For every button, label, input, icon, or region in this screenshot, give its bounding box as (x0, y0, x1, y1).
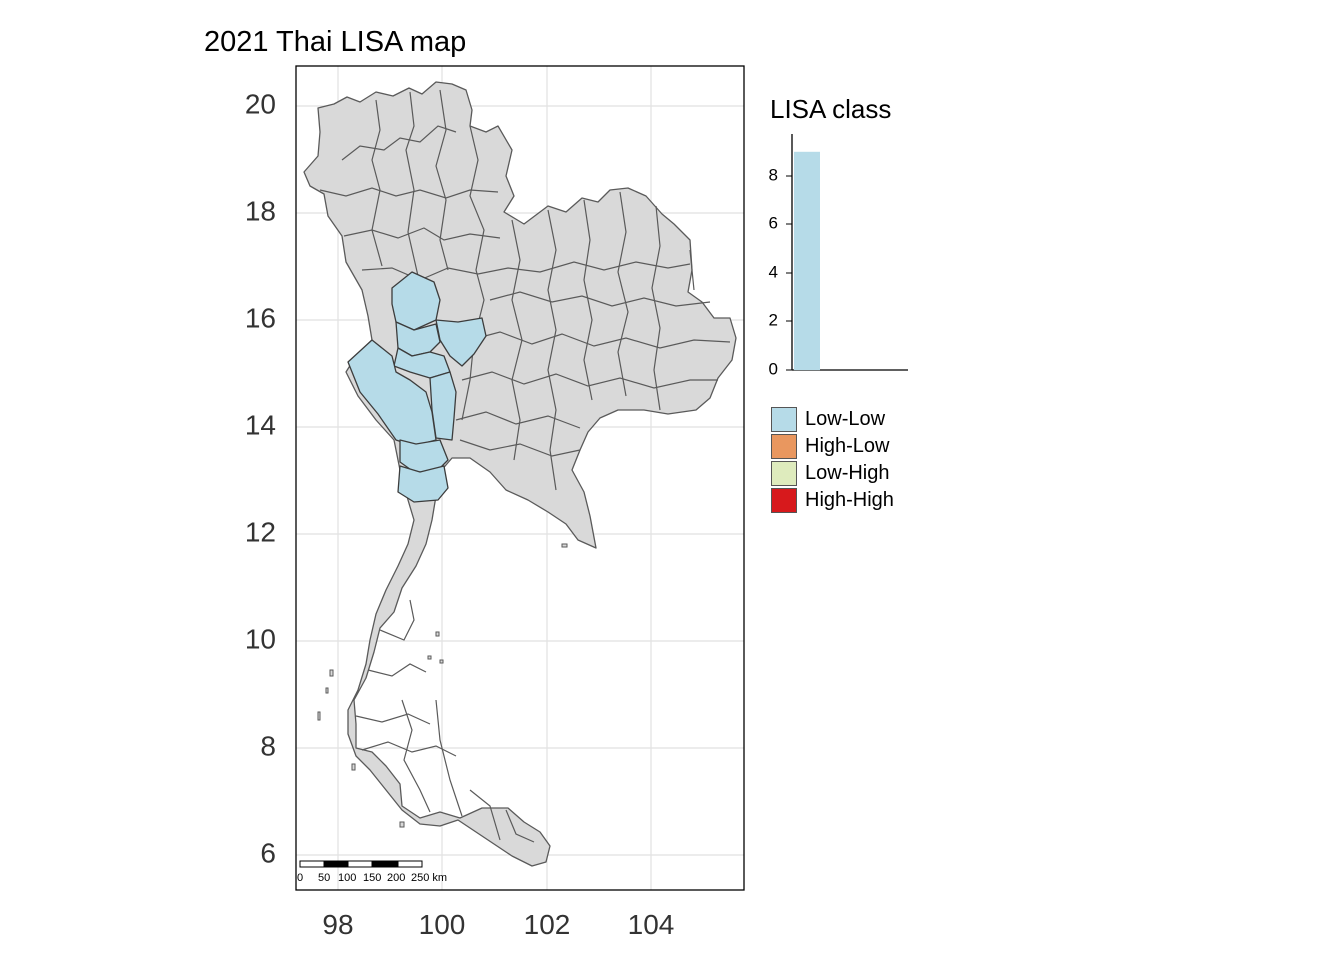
map-y-axis: 20 18 16 14 12 10 8 6 (245, 88, 276, 868)
scale-bar-label: 100 (338, 872, 356, 884)
histogram-bar-low-low (794, 151, 820, 371)
x-tick-label: 98 (322, 909, 353, 940)
province-borders (319, 89, 731, 843)
legend-swatch (771, 461, 797, 486)
y-tick-label: 8 (260, 730, 276, 761)
scale-bar: 0 50 100 150 200 250 km (297, 860, 447, 884)
histogram-tick: 8 (769, 165, 778, 184)
legend-label: High-High (805, 489, 894, 511)
histogram-tick: 6 (769, 213, 778, 232)
histogram-tick: 4 (769, 262, 778, 281)
map-x-axis: 98 100 102 104 (322, 909, 674, 940)
scale-bar-label: 200 (387, 872, 405, 884)
legend-item-low-low: Low-Low (771, 406, 894, 433)
y-tick-label: 6 (260, 837, 276, 868)
y-tick-label: 14 (245, 409, 276, 440)
islands (317, 543, 568, 828)
y-tick-label: 10 (245, 623, 276, 654)
legend-histogram: 0 2 4 6 8 (769, 134, 908, 378)
histogram-tick: 0 (769, 359, 778, 378)
low-low-cluster (347, 271, 487, 503)
x-tick-label: 100 (419, 909, 466, 940)
scale-bar-label: 150 (363, 872, 381, 884)
legend-label: High-Low (805, 435, 890, 457)
legend-item-high-low: High-Low (771, 433, 894, 460)
legend-swatch (771, 407, 797, 432)
y-tick-label: 18 (245, 195, 276, 226)
legend-item-high-high: High-High (771, 487, 894, 514)
legend-label: Low-High (805, 462, 890, 484)
scale-bar-label: 250 km (411, 872, 447, 884)
y-tick-label: 20 (245, 88, 276, 119)
legend-title: LISA class (770, 94, 892, 124)
legend: Low-Low High-Low Low-High High-High (771, 406, 894, 514)
x-tick-label: 102 (524, 909, 571, 940)
map-panel-border (295, 65, 745, 891)
legend-label: Low-Low (805, 408, 886, 430)
x-tick-label: 104 (628, 909, 675, 940)
legend-swatch (771, 488, 797, 513)
scale-bar-label: 0 (297, 872, 303, 884)
province-low-low (435, 317, 487, 367)
y-tick-label: 16 (245, 302, 276, 333)
legend-item-low-high: Low-High (771, 460, 894, 487)
histogram-tick: 2 (769, 310, 778, 329)
map-title: 2021 Thai LISA map (204, 26, 467, 58)
y-tick-label: 12 (245, 516, 276, 547)
legend-swatch (771, 434, 797, 459)
province-low-low (397, 465, 449, 503)
province-low-low (347, 339, 437, 447)
scale-bar-label: 50 (318, 872, 330, 884)
